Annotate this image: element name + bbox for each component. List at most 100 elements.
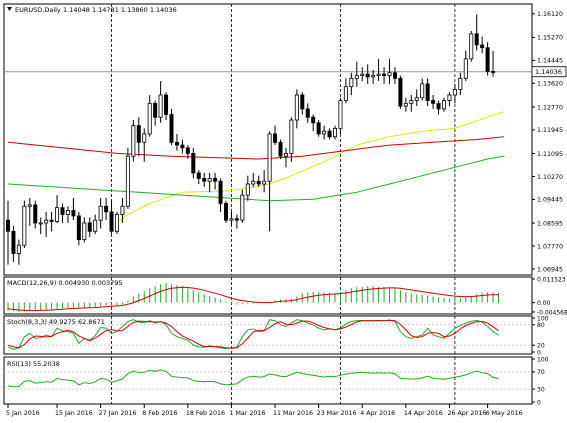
candle: [338, 97, 343, 134]
candle-body-bear: [431, 100, 436, 104]
candle-body-bull: [120, 205, 125, 215]
candle-body-bear: [87, 222, 92, 232]
candle-body-bear: [109, 211, 114, 232]
candle: [218, 178, 223, 212]
macd-panel[interactable]: 0.011523 0.00 -0.004568 MACD(12,26,9) 0.00…: [3, 276, 567, 316]
candle: [431, 95, 436, 109]
candle: [414, 89, 419, 107]
candle: [436, 100, 441, 115]
candle: [65, 206, 70, 223]
date-tick-label: 1 Mar 2016: [229, 410, 265, 417]
macd-tick-label: 0.011523: [537, 276, 566, 283]
price-tick-label: 1.06945: [537, 266, 563, 273]
candle-body-bull: [343, 86, 348, 101]
candle-body-bull: [322, 130, 327, 135]
rsi-panel[interactable]: 100 70 30 0 RSI(13) 55.2038: [3, 356, 549, 406]
rsi-panel-separators: [111, 357, 456, 404]
dropdown-triangle-icon[interactable]: [7, 7, 12, 11]
candle: [33, 200, 38, 229]
candle-body-bull: [463, 58, 468, 79]
candle: [76, 211, 81, 246]
rsi-line: [7, 369, 499, 388]
candle-body-bull: [267, 133, 272, 182]
moving-average-green: [7, 155, 504, 202]
macd-label: MACD(12,26,9) 0.004930 0.003795: [7, 279, 123, 287]
price-panel[interactable]: 1.16120 1.15270 1.14445 1.13620 1.12770 1.119…: [3, 3, 567, 276]
date-tick-label: 23 Mar 2016: [317, 410, 357, 417]
candle-body-bear: [136, 125, 141, 143]
candle-body-bear: [398, 77, 403, 107]
candle-body-bear: [202, 178, 207, 182]
candle-body-bull: [82, 222, 87, 241]
candle-body-bear: [365, 73, 370, 78]
price-tick-label: 1.13620: [537, 81, 563, 88]
candle: [93, 214, 98, 235]
date-tick-label: 26 Apr 2016: [447, 410, 486, 417]
date-tick-label: 8 Feb 2016: [142, 410, 177, 417]
price-tick-label: 1.15270: [537, 35, 563, 42]
candle: [16, 239, 21, 265]
candle: [474, 14, 479, 51]
candle: [452, 83, 457, 104]
candle: [420, 78, 425, 101]
candle-body-bull: [158, 94, 163, 118]
candle-body-bull: [131, 125, 136, 157]
candle: [60, 203, 65, 223]
candle-body-bear: [49, 219, 54, 222]
candle: [229, 211, 234, 226]
candles: [6, 14, 496, 265]
candle: [447, 92, 452, 107]
candle: [311, 114, 316, 132]
macd-panel-separators: [111, 277, 456, 314]
candle-body-bull: [55, 207, 60, 222]
candle: [213, 172, 218, 190]
candle: [376, 58, 381, 82]
rsi-tick-label: 100: [537, 356, 549, 363]
candle: [360, 67, 365, 82]
candle-body-bear: [60, 207, 65, 215]
candle: [223, 200, 228, 223]
candle: [256, 175, 261, 187]
candle: [480, 36, 485, 54]
candle-body-bear: [33, 204, 38, 224]
stochastic-panel-frame: [3, 315, 533, 355]
candle: [289, 117, 294, 162]
price-tick-label: 1.11095: [537, 151, 563, 158]
candle: [22, 200, 27, 248]
candle: [109, 200, 114, 235]
candle-body-bear: [256, 180, 261, 185]
candle: [71, 197, 76, 221]
candle: [245, 175, 250, 201]
candle-body-bear: [425, 83, 430, 101]
candle: [87, 217, 92, 237]
candle-body-bear: [6, 219, 11, 232]
candle-body-bull: [262, 180, 267, 185]
candle: [409, 95, 414, 112]
candle-body-bear: [316, 122, 321, 135]
candle: [136, 117, 141, 157]
candle: [251, 172, 256, 187]
candle: [283, 147, 288, 168]
candle: [82, 217, 87, 243]
candle: [327, 128, 332, 140]
candle-body-bear: [71, 210, 76, 217]
price-tick-label: 1.10270: [537, 174, 563, 181]
price-tick-label: 1.12770: [537, 104, 563, 111]
candle-body-bear: [191, 153, 196, 174]
candle: [180, 139, 185, 154]
candle-body-bull: [207, 178, 212, 182]
candle-body-bull: [147, 102, 152, 135]
macd-tick-label: -0.004568: [537, 309, 567, 316]
stochastic-tick-label: 20: [537, 343, 545, 350]
candle-body-bull: [452, 89, 457, 96]
date-tick-label: 18 Feb 2016: [186, 410, 225, 417]
stochastic-label: Stoch(8,3,3) 49.9275 62.8671: [7, 318, 105, 326]
candle-body-bull: [38, 222, 43, 225]
moving-average-yellow: [116, 111, 505, 224]
candle: [115, 211, 120, 235]
candle: [27, 197, 32, 226]
candle: [38, 217, 43, 235]
